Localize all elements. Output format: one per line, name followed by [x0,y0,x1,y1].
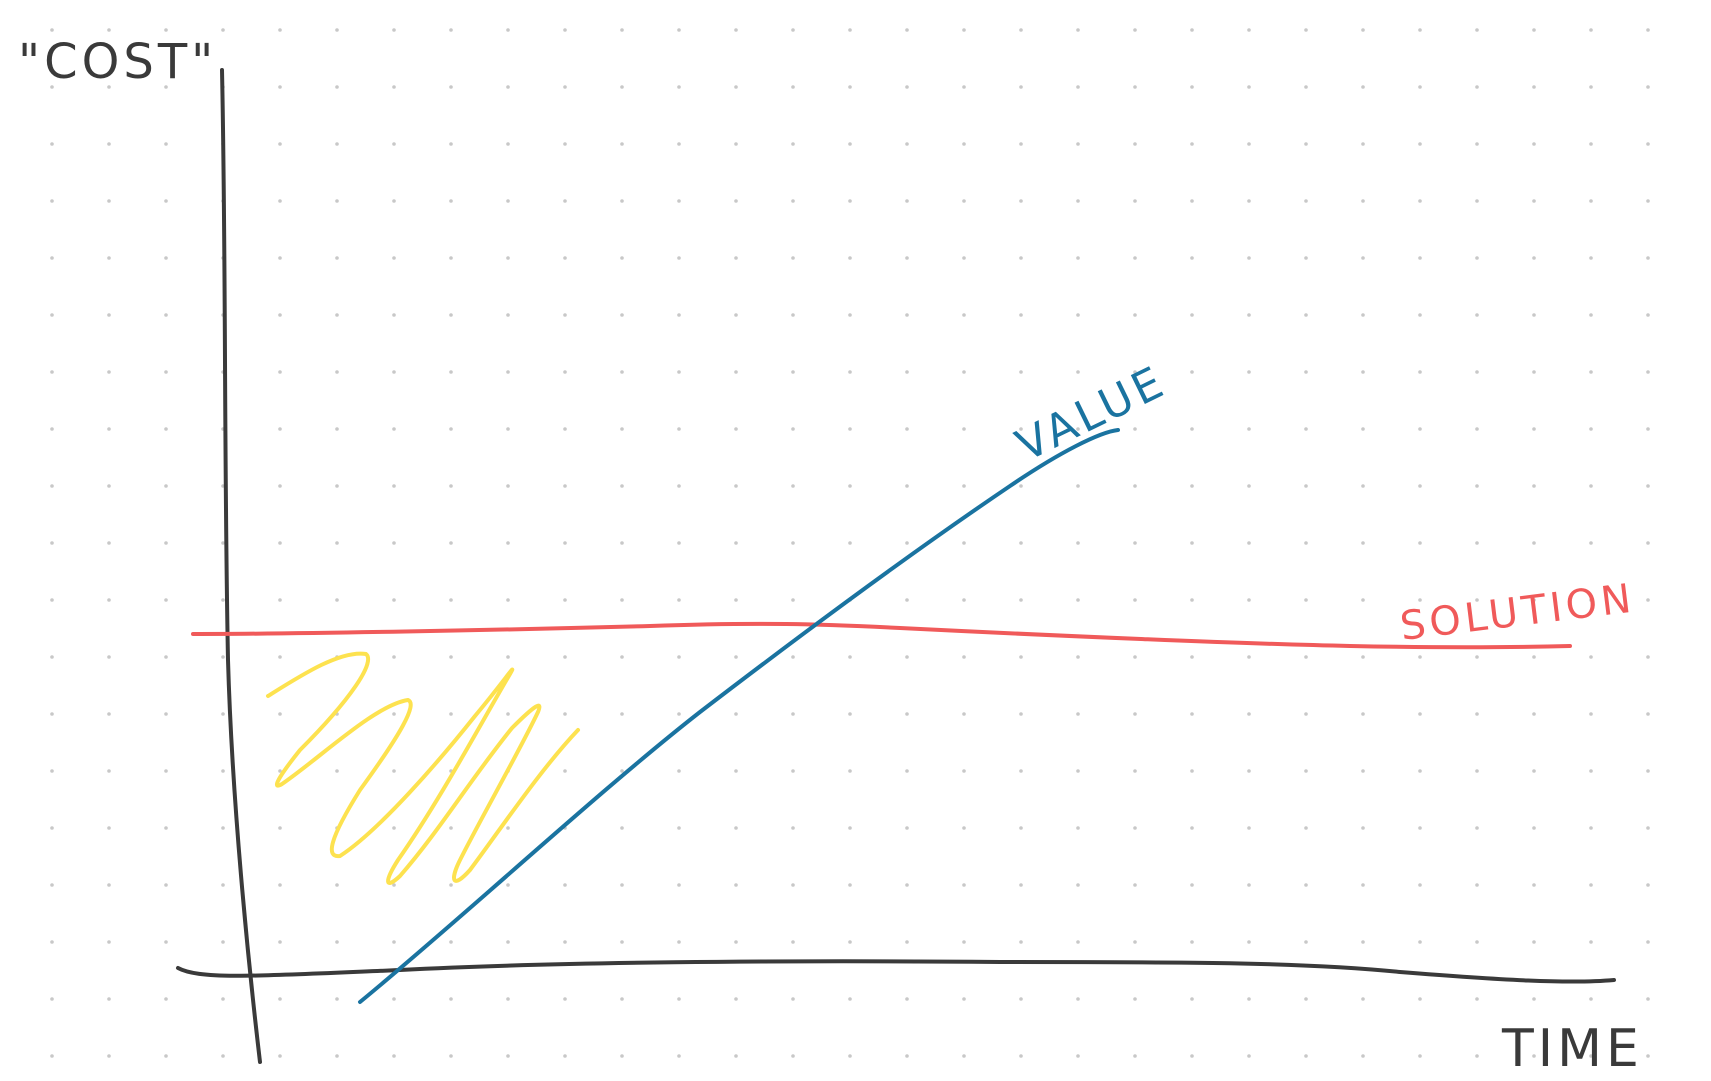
series-label-value: VALUE [1008,356,1174,472]
x-axis [176,959,1616,984]
y-axis-label: "COST" [18,34,217,90]
series-line-solution [191,621,1572,650]
dot-grid [50,28,1650,1058]
y-axis [220,68,262,1064]
x-axis-label: TIME [1501,1019,1643,1079]
series-label-solution: SOLUTION [1398,575,1638,649]
scribble-fill [266,651,580,885]
series-line-value [358,428,1120,1004]
